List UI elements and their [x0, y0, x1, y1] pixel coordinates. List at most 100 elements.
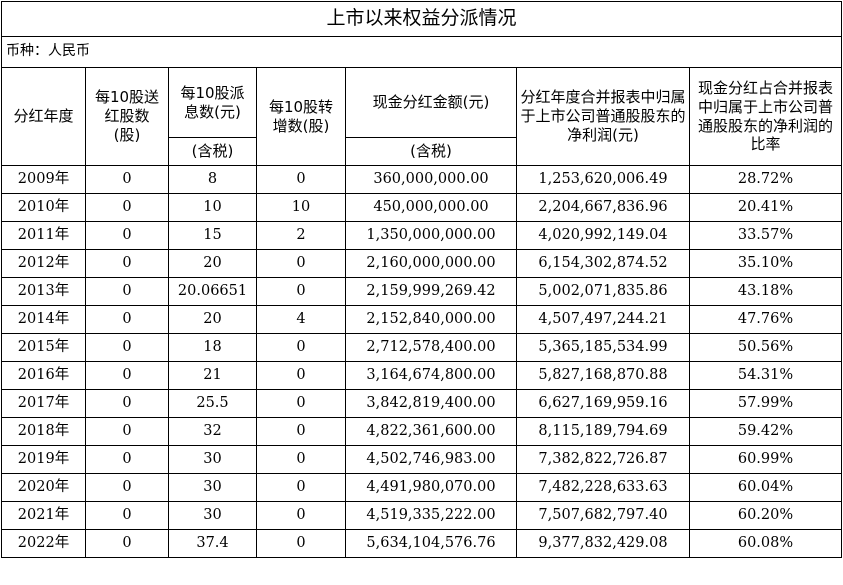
year-cell: 2010年 [1, 193, 86, 222]
year-cell: 2014年 [1, 305, 86, 334]
transfer-cell: 10 [256, 193, 346, 222]
transfer-cell: 4 [256, 305, 346, 334]
bonus-cell: 0 [85, 417, 169, 446]
bonus-cell: 0 [85, 529, 169, 558]
year-number: 2009 [17, 171, 55, 188]
cash-cell: 3,842,819,400.00 [345, 389, 517, 418]
bonus-cell: 0 [85, 333, 169, 362]
dividend-cell: 25.5 [168, 389, 257, 418]
table-row: 2009年 0 8 0 360,000,000.00 1,253,620,006.49 28… [1, 165, 842, 194]
year-suffix: 年 [54, 255, 70, 272]
dividend-cell: 20 [168, 249, 257, 278]
profit-cell: 9,377,832,429.08 [516, 529, 690, 558]
header-dividend: 每10股派息数(元) [168, 67, 257, 138]
profit-cell: 6,627,169,959.16 [516, 389, 690, 418]
ratio-cell: 35.10% [689, 249, 842, 278]
bonus-cell: 0 [85, 305, 169, 334]
year-number: 2010 [17, 199, 55, 216]
profit-cell: 6,154,302,874.52 [516, 249, 690, 278]
year-number: 2019 [17, 451, 55, 468]
profit-cell: 7,382,822,726.87 [516, 445, 690, 474]
bonus-cell: 0 [85, 473, 169, 502]
currency-label: 币种：人民币 [1, 36, 842, 68]
transfer-cell: 0 [256, 445, 346, 474]
year-cell: 2009年 [1, 165, 86, 194]
transfer-cell: 0 [256, 249, 346, 278]
bonus-cell: 0 [85, 445, 169, 474]
header-dividend-tax: (含税) [168, 137, 257, 166]
year-number: 2012 [17, 255, 55, 272]
year-number: 2021 [17, 507, 55, 524]
cash-cell: 2,160,000,000.00 [345, 249, 517, 278]
header-cash-dividend: 现金分红金额(元) [345, 67, 517, 138]
year-cell: 2012年 [1, 249, 86, 278]
table-row: 2013年 0 20.06651 0 2,159,999,269.42 5,002,071… [1, 277, 842, 306]
transfer-cell: 0 [256, 165, 346, 194]
year-cell: 2018年 [1, 417, 86, 446]
year-cell: 2019年 [1, 445, 86, 474]
year-suffix: 年 [54, 227, 70, 244]
profit-cell: 5,827,168,870.88 [516, 361, 690, 390]
table-row: 2010年 0 10 10 450,000,000.00 2,204,667,836.96… [1, 193, 842, 222]
transfer-cell: 2 [256, 221, 346, 250]
dividend-cell: 37.4 [168, 529, 257, 558]
ratio-cell: 28.72% [689, 165, 842, 194]
table-row: 2015年 0 18 0 2,712,578,400.00 5,365,185,534.9… [1, 333, 842, 362]
bonus-cell: 0 [85, 193, 169, 222]
year-suffix: 年 [54, 339, 70, 356]
ratio-cell: 57.99% [689, 389, 842, 418]
year-suffix: 年 [54, 479, 70, 496]
ratio-cell: 59.42% [689, 417, 842, 446]
header-ratio: 现金分红占合并报表中归属于上市公司普通股股东的净利润的比率 [689, 67, 842, 166]
table-row: 2011年 0 15 2 1,350,000,000.00 4,020,992,149.0… [1, 221, 842, 250]
transfer-cell: 0 [256, 529, 346, 558]
cash-cell: 450,000,000.00 [345, 193, 517, 222]
table-row: 2019年 0 30 0 4,502,746,983.00 7,382,822,726.8… [1, 445, 842, 474]
transfer-cell: 0 [256, 501, 346, 530]
table-row: 2012年 0 20 0 2,160,000,000.00 6,154,302,874.5… [1, 249, 842, 278]
cash-cell: 2,152,840,000.00 [345, 305, 517, 334]
transfer-cell: 0 [256, 417, 346, 446]
header-transfer-shares: 每10股转增数(股) [256, 67, 346, 166]
year-cell: 2017年 [1, 389, 86, 418]
transfer-cell: 0 [256, 473, 346, 502]
year-suffix: 年 [54, 171, 70, 188]
year-cell: 2011年 [1, 221, 86, 250]
year-number: 2014 [17, 311, 55, 328]
year-number: 2011 [17, 227, 55, 244]
bonus-cell: 0 [85, 389, 169, 418]
year-number: 2018 [17, 423, 55, 440]
dividend-cell: 18 [168, 333, 257, 362]
cash-cell: 4,822,361,600.00 [345, 417, 517, 446]
table-row: 2016年 0 21 0 3,164,674,800.00 5,827,168,870.8… [1, 361, 842, 390]
table-row: 2018年 0 32 0 4,822,361,600.00 8,115,189,794.6… [1, 417, 842, 446]
year-number: 2020 [17, 479, 55, 496]
ratio-cell: 43.18% [689, 277, 842, 306]
bonus-cell: 0 [85, 277, 169, 306]
year-suffix: 年 [54, 199, 70, 216]
profit-cell: 5,002,071,835.86 [516, 277, 690, 306]
profit-cell: 2,204,667,836.96 [516, 193, 690, 222]
dividend-cell: 30 [168, 445, 257, 474]
transfer-cell: 0 [256, 277, 346, 306]
ratio-cell: 50.56% [689, 333, 842, 362]
year-suffix: 年 [54, 311, 70, 328]
year-suffix: 年 [54, 283, 70, 300]
dividend-cell: 10 [168, 193, 257, 222]
year-cell: 2020年 [1, 473, 86, 502]
dividend-cell: 20 [168, 305, 257, 334]
year-cell: 2022年 [1, 529, 86, 558]
bonus-cell: 0 [85, 501, 169, 530]
table-title: 上市以来权益分派情况 [1, 1, 842, 37]
cash-cell: 5,634,104,576.76 [345, 529, 517, 558]
year-cell: 2021年 [1, 501, 86, 530]
year-number: 2015 [17, 339, 55, 356]
dividend-cell: 21 [168, 361, 257, 390]
dividend-cell: 20.06651 [168, 277, 257, 306]
year-suffix: 年 [54, 535, 70, 552]
profit-cell: 1,253,620,006.49 [516, 165, 690, 194]
year-cell: 2016年 [1, 361, 86, 390]
header-year: 分红年度 [1, 67, 86, 166]
ratio-cell: 33.57% [689, 221, 842, 250]
profit-cell: 7,482,228,633.63 [516, 473, 690, 502]
